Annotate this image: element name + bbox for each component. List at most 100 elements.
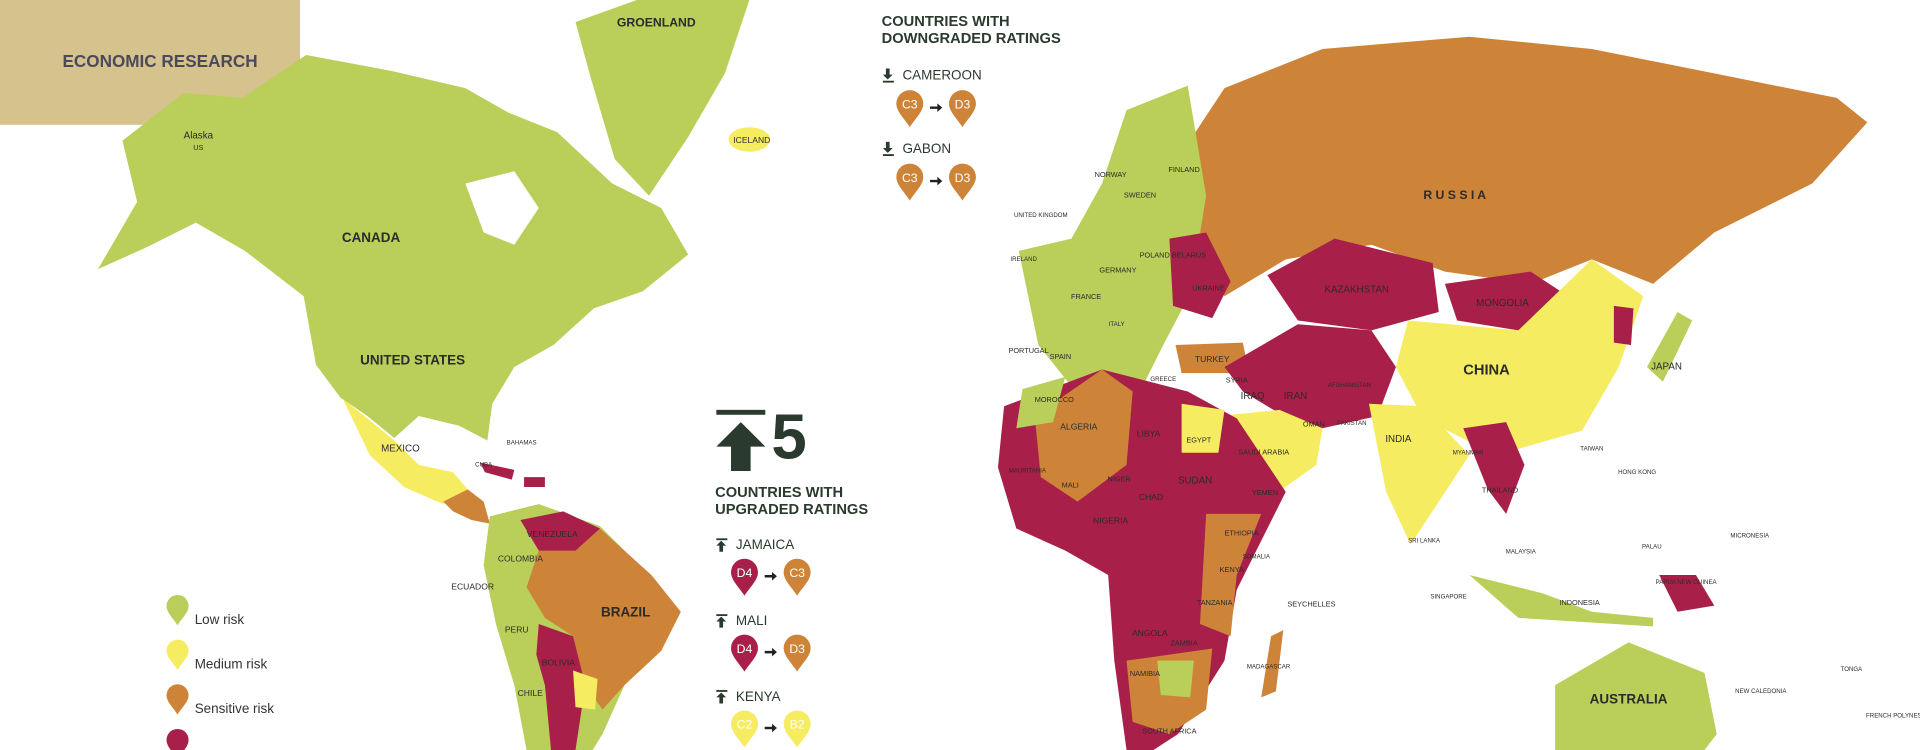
rating-label: D3: [955, 171, 971, 185]
country-label: CHILE: [518, 688, 543, 698]
country-label: CHINA: [1463, 363, 1510, 379]
country-label: TURKEY: [1195, 354, 1230, 364]
caribbean: [480, 462, 545, 487]
country-label: SOUTH AFRICA: [1142, 727, 1196, 736]
country-label: SWEDEN: [1124, 191, 1156, 200]
row-icon-arrow: [882, 141, 893, 153]
country-label: R U S S I A: [1423, 188, 1486, 202]
legend-label: Sensitive risk: [195, 701, 275, 716]
country-label: GREECE: [1150, 376, 1176, 383]
country-label: KAZAKHSTAN: [1324, 285, 1389, 296]
country-label: PERU: [505, 624, 529, 634]
country-label: SINGAPORE: [1430, 594, 1466, 601]
madagascar: [1261, 630, 1284, 698]
hudson-bay: [465, 171, 539, 245]
country-label: OMAN: [1303, 419, 1325, 428]
country-label: JAPAN: [1651, 362, 1682, 373]
morocco: [1016, 376, 1066, 429]
europe: [1018, 85, 1207, 394]
country-label: KENYA: [1220, 565, 1244, 574]
upgrade-title: COUNTRIES WITH: [715, 485, 843, 501]
indonesia: [1469, 575, 1654, 627]
country-label: CHAD: [1139, 492, 1163, 502]
rating-arrow: [930, 176, 943, 186]
upgrade-count: 5: [771, 402, 806, 473]
rating-label: C3: [902, 171, 918, 185]
country-label: MOROCCO: [1035, 395, 1074, 404]
rating-label: D3: [789, 642, 805, 656]
rating-label: B2: [790, 718, 805, 732]
country-label: HONG KONG: [1618, 469, 1656, 476]
papua: [1659, 575, 1715, 612]
korea: [1613, 305, 1634, 346]
greenland: [575, 0, 750, 196]
country-label: MAURITANIA: [1009, 468, 1047, 475]
rating-label: C3: [789, 566, 805, 580]
rating-arrow: [764, 647, 777, 657]
country-label: MEXICO: [381, 444, 420, 455]
country-label: EGYPT: [1186, 435, 1211, 444]
upgrade-title: UPGRADED RATINGS: [715, 502, 868, 518]
row-icon-arrow: [716, 692, 727, 704]
country-label: ICELAND: [733, 135, 770, 145]
country-label: BOLIVIA: [542, 657, 576, 667]
country-label: INDONESIA: [1559, 598, 1599, 607]
country-label: MICRONESIA: [1730, 532, 1770, 539]
rating-label: C3: [902, 97, 918, 111]
rating-pin: [731, 558, 758, 596]
country-label: NORWAY: [1095, 170, 1127, 179]
country-label: MYANMAR: [1453, 449, 1484, 456]
row-icon-arrow: [882, 68, 893, 80]
country-label: VENEZUELA: [527, 529, 578, 539]
upgrade-bar: [716, 409, 766, 415]
country-label: BELARUS: [1172, 251, 1206, 260]
country-label: NEW CALEDONIA: [1735, 688, 1787, 695]
legend-label: Medium risk: [195, 657, 268, 672]
country-label: IRAQ: [1241, 391, 1265, 402]
middle-east: [1224, 324, 1396, 429]
rating-pin: [896, 163, 924, 201]
map-labels: GROENLAND Alaska US CANADA UNITED STATES MEXI…: [184, 15, 1920, 735]
country-label: PAPUA NEW GUINEA: [1656, 579, 1718, 586]
country-label: PALAU: [1642, 544, 1662, 551]
country-label: AFGHANISTAN: [1328, 382, 1371, 389]
country-label: UNITED STATES: [360, 352, 465, 367]
legend-label: Low risk: [195, 612, 245, 627]
rating-pin: [948, 90, 976, 128]
rating-pin: [896, 90, 924, 128]
country-name: KENYA: [736, 689, 781, 704]
china: [1395, 259, 1644, 456]
rating-pin: [783, 710, 811, 748]
row-icon-bar: [716, 690, 728, 692]
country-label: TAIWAN: [1580, 446, 1603, 453]
east-africa: [1200, 513, 1262, 637]
north-america: [97, 55, 689, 441]
legend-swatch: [166, 684, 189, 715]
country-label: GERMANY: [1099, 265, 1136, 274]
russia: [1193, 36, 1868, 297]
belarus-ukraine: [1169, 232, 1231, 319]
rating-pin: [948, 163, 976, 201]
country-label: FRANCE: [1071, 292, 1101, 301]
rating-pin: [783, 558, 811, 596]
rating-label: C2: [737, 718, 753, 732]
iceland: [728, 127, 771, 152]
upgrade-arrow: [716, 422, 766, 472]
country-label: SOMALIA: [1243, 553, 1271, 560]
north-africa: [1034, 369, 1133, 502]
row-icon-bar: [882, 80, 894, 83]
country-label: IRAN: [1284, 391, 1307, 402]
country-label: CANADA: [342, 230, 401, 245]
country-label: NIGER: [1108, 475, 1131, 484]
country-label: SYRIA: [1226, 375, 1248, 384]
rating-label: D4: [737, 642, 753, 656]
country-label: SPAIN: [1050, 352, 1071, 361]
country-label: FINLAND: [1168, 165, 1199, 174]
country-name: MALI: [736, 613, 767, 628]
country-label: PAKISTAN: [1337, 420, 1366, 427]
country-label: UNITED KINGDOM: [1014, 212, 1068, 219]
country-label: POLAND: [1140, 251, 1170, 260]
legend-swatch: [166, 639, 189, 670]
